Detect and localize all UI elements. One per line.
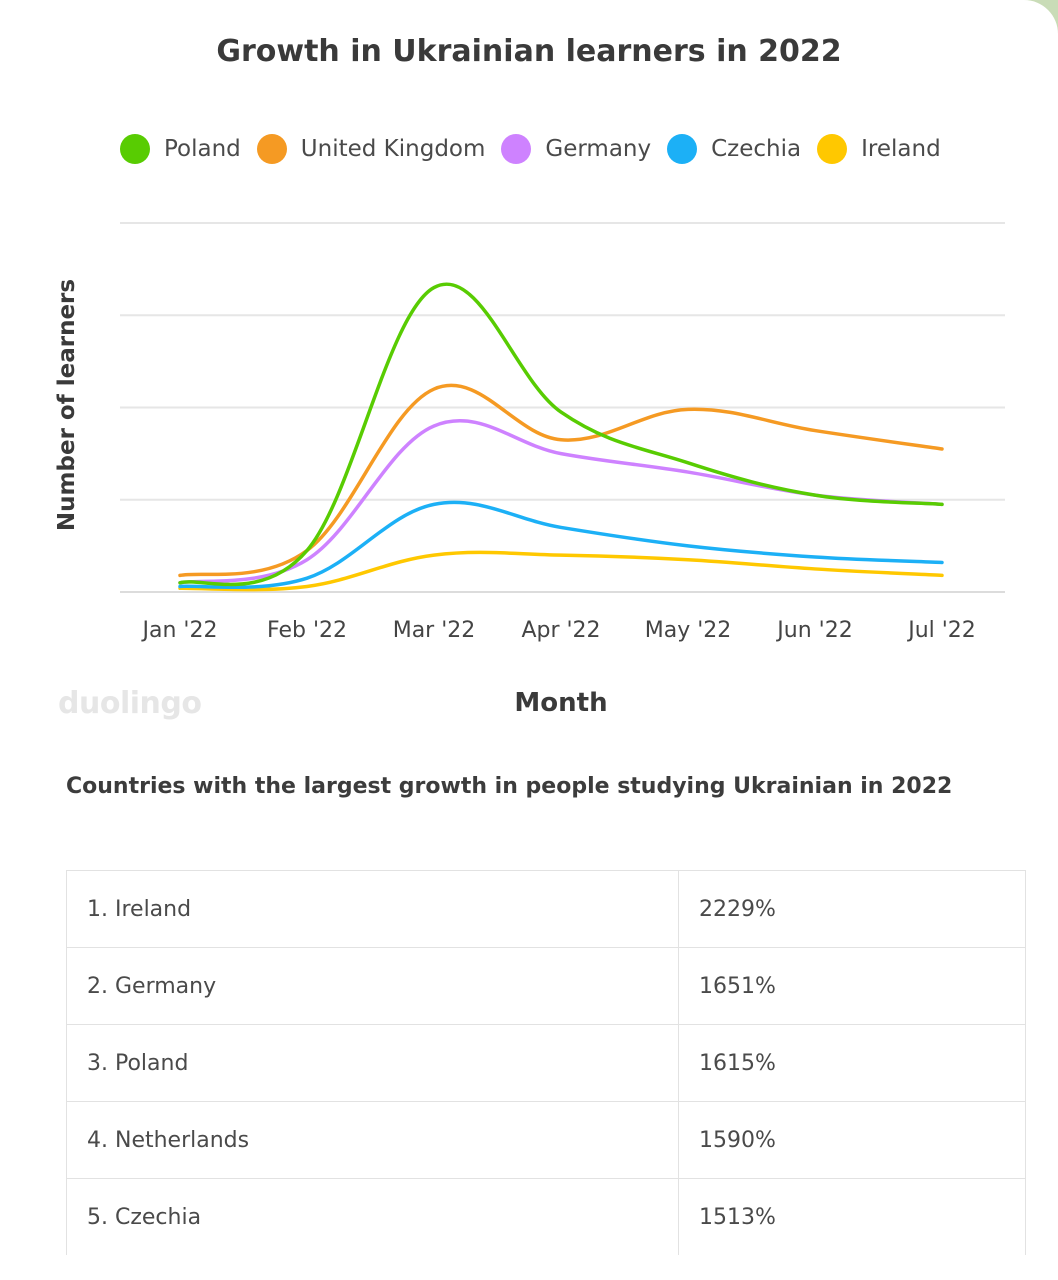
line-chart: Jan '22 Feb '22 Mar '22 Apr '22 May '22 Jun '… xyxy=(120,222,1005,643)
x-tick-label: May '22 xyxy=(645,618,732,643)
table-heading: Countries with the largest growth in peo… xyxy=(66,774,953,799)
y-axis-label: Number of learners xyxy=(54,279,80,531)
row-country: 4. Netherlands xyxy=(66,1101,679,1179)
row-growth: 1590% xyxy=(678,1101,1026,1179)
x-axis-label: Month xyxy=(514,688,608,718)
x-tick-label: Jul '22 xyxy=(906,618,976,643)
legend-item-united-kingdom: United Kingdom xyxy=(256,134,486,164)
x-tick-label: Jun '22 xyxy=(775,618,852,643)
legend-item-ireland: Ireland xyxy=(817,134,941,164)
table-row: 1. Ireland 2229% xyxy=(66,870,1026,948)
legend-dot-czechia xyxy=(667,134,698,164)
legend-dot-germany xyxy=(501,134,532,164)
legend-dot-poland xyxy=(120,134,150,164)
legend-dot-united-kingdom xyxy=(256,134,287,164)
row-growth: 1651% xyxy=(678,947,1026,1025)
series-line-poland xyxy=(178,282,944,587)
x-tick-label: Jan '22 xyxy=(141,618,218,643)
table-row: 5. Czechia 1513% xyxy=(66,1178,1026,1255)
legend-label-united-kingdom: United Kingdom xyxy=(300,136,486,162)
row-growth: 2229% xyxy=(678,870,1026,948)
x-tick-label: Apr '22 xyxy=(521,618,600,643)
y-axis-label-text: Number of learners xyxy=(54,279,80,531)
ranking-table: 1. Ireland 2229% 2. Germany 1651% 3. Pol… xyxy=(66,870,1026,1255)
series-line-ireland xyxy=(178,550,944,592)
x-tick-label: Feb '22 xyxy=(267,618,347,643)
legend-label-ireland: Ireland xyxy=(861,136,941,162)
x-tick-label: Mar '22 xyxy=(393,618,476,643)
row-country: 3. Poland xyxy=(66,1024,679,1102)
row-country: 1. Ireland xyxy=(66,870,679,948)
legend-item-germany: Germany xyxy=(501,134,651,164)
legend-label-czechia: Czechia xyxy=(711,136,802,162)
series-line-czechia xyxy=(178,500,944,590)
row-country: 5. Czechia xyxy=(66,1178,679,1255)
chart-title: Growth in Ukrainian learners in 2022 xyxy=(216,34,842,69)
chart-legend: Poland United Kingdom Germany Czechia Ir… xyxy=(120,134,957,164)
duolingo-watermark: duolingo xyxy=(58,686,202,721)
legend-dot-ireland xyxy=(817,134,848,164)
table-row: 2. Germany 1651% xyxy=(66,947,1026,1025)
row-growth: 1513% xyxy=(678,1178,1026,1255)
legend-item-poland: Poland xyxy=(120,134,241,164)
table-row: 4. Netherlands 1590% xyxy=(66,1101,1026,1179)
row-growth: 1615% xyxy=(678,1024,1026,1102)
legend-label-germany: Germany xyxy=(545,136,652,162)
legend-item-czechia: Czechia xyxy=(667,134,801,164)
table-row: 3. Poland 1615% xyxy=(66,1024,1026,1102)
row-country: 2. Germany xyxy=(66,947,679,1025)
legend-label-poland: Poland xyxy=(164,136,241,162)
